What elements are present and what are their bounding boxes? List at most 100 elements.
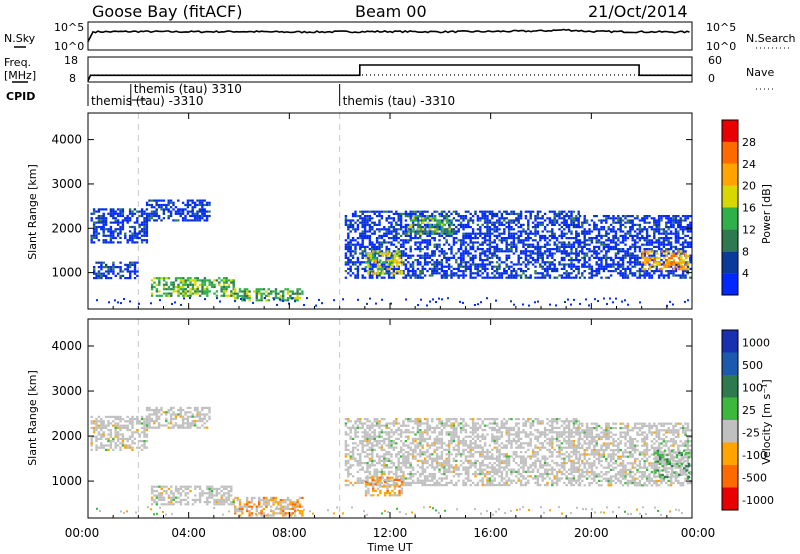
range-cell bbox=[363, 219, 367, 222]
range-cell bbox=[378, 243, 381, 246]
range-cell bbox=[445, 256, 448, 259]
range-cell bbox=[104, 437, 108, 440]
n-sky-line bbox=[87, 28, 690, 42]
range-cell bbox=[349, 230, 352, 233]
range-cell bbox=[182, 281, 185, 284]
range-cell bbox=[411, 274, 415, 277]
range-cell bbox=[448, 221, 451, 224]
range-cell bbox=[385, 232, 388, 235]
range-cell bbox=[143, 440, 146, 443]
range-cell bbox=[531, 243, 535, 246]
range-cell bbox=[246, 510, 249, 513]
range-cell bbox=[167, 409, 170, 412]
range-cell bbox=[648, 257, 652, 260]
range-cell bbox=[179, 214, 182, 218]
range-cell bbox=[529, 276, 532, 279]
range-cell bbox=[488, 243, 492, 246]
range-cell bbox=[344, 263, 348, 266]
range-cell bbox=[558, 210, 561, 213]
range-cell bbox=[486, 230, 489, 233]
range-cell bbox=[186, 415, 190, 418]
range-cell bbox=[366, 455, 369, 458]
range-cell bbox=[356, 261, 360, 264]
range-cell bbox=[548, 252, 552, 255]
range-cell bbox=[433, 261, 436, 264]
range-cell bbox=[534, 215, 537, 218]
range-cell bbox=[578, 250, 582, 253]
range-cell bbox=[153, 422, 156, 425]
y-tick-label: 2000 bbox=[51, 221, 82, 235]
range-cell bbox=[483, 221, 487, 224]
range-cell bbox=[677, 232, 680, 235]
range-cell bbox=[184, 288, 187, 291]
range-cell bbox=[507, 265, 511, 268]
range-cell bbox=[464, 223, 468, 226]
range-cell bbox=[205, 426, 209, 429]
range-cell bbox=[160, 294, 163, 297]
range-cell bbox=[208, 279, 211, 282]
range-cell bbox=[481, 263, 484, 266]
range-cell bbox=[479, 254, 482, 257]
range-cell bbox=[97, 232, 101, 235]
range-cell bbox=[434, 230, 437, 233]
range-cell bbox=[421, 210, 424, 213]
range-cell bbox=[423, 263, 427, 266]
range-cell bbox=[431, 230, 434, 233]
range-cell bbox=[600, 259, 603, 262]
range-cell bbox=[422, 219, 425, 222]
range-cell bbox=[602, 226, 606, 229]
range-cell bbox=[356, 459, 360, 462]
range-cell bbox=[380, 243, 384, 246]
range-cell bbox=[464, 250, 468, 253]
range-cell bbox=[227, 503, 231, 506]
range-cell bbox=[344, 479, 348, 482]
range-cell bbox=[407, 473, 410, 476]
range-cell bbox=[351, 243, 355, 246]
range-cell bbox=[371, 448, 374, 451]
range-cell bbox=[378, 420, 381, 423]
range-cell bbox=[617, 250, 620, 253]
range-cell bbox=[165, 503, 168, 506]
range-cell bbox=[186, 203, 190, 207]
range-cell bbox=[172, 290, 175, 293]
range-cell bbox=[495, 212, 499, 215]
range-cell bbox=[375, 462, 379, 465]
range-cell bbox=[385, 481, 388, 484]
range-cell bbox=[457, 267, 460, 270]
range-cell bbox=[344, 433, 348, 436]
range-cell bbox=[153, 494, 156, 497]
range-cell bbox=[177, 294, 180, 297]
range-cell bbox=[145, 230, 149, 233]
range-cell bbox=[148, 422, 151, 425]
range-cell bbox=[174, 301, 176, 304]
range-cell bbox=[495, 276, 499, 279]
range-cell bbox=[236, 292, 239, 295]
range-cell bbox=[597, 270, 601, 273]
range-cell bbox=[483, 250, 487, 253]
range-cell bbox=[539, 239, 542, 242]
range-cell bbox=[109, 431, 113, 434]
range-cell bbox=[619, 259, 622, 262]
range-cell bbox=[686, 228, 690, 231]
range-cell bbox=[177, 219, 180, 222]
range-cell bbox=[383, 228, 386, 231]
range-cell bbox=[421, 239, 424, 242]
range-cell bbox=[390, 444, 393, 447]
range-cell bbox=[368, 272, 372, 275]
range-cell bbox=[486, 272, 489, 275]
range-cell bbox=[366, 237, 369, 240]
range-cell bbox=[515, 245, 518, 248]
velocity-heatmap bbox=[90, 319, 692, 518]
range-cell bbox=[378, 433, 381, 436]
range-cell bbox=[656, 261, 659, 264]
range-cell bbox=[189, 277, 192, 280]
range-cell bbox=[390, 241, 393, 244]
range-cell bbox=[629, 221, 632, 224]
range-cell bbox=[390, 276, 393, 279]
range-cell bbox=[638, 226, 642, 229]
range-cell bbox=[387, 473, 391, 476]
range-cell bbox=[109, 429, 113, 432]
range-cell bbox=[507, 276, 511, 279]
range-cell bbox=[404, 481, 408, 484]
